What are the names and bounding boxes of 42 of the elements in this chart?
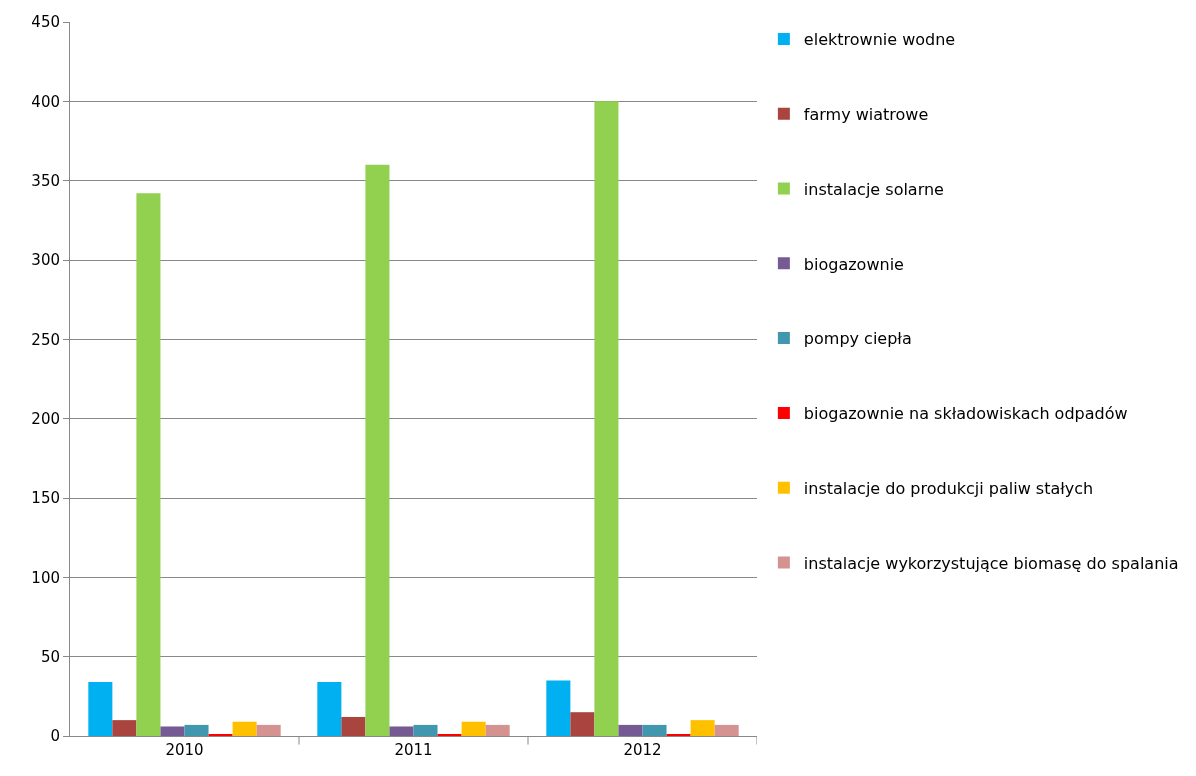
bar	[184, 724, 209, 736]
y-tick-label: 150	[31, 489, 60, 508]
bar	[256, 724, 281, 736]
y-tick-label: 400	[31, 92, 60, 111]
bar	[160, 726, 185, 736]
legend-label: farmy wiatrowe	[803, 104, 929, 124]
y-tick-label: 350	[31, 171, 60, 190]
bar	[485, 724, 510, 736]
bar	[317, 682, 342, 736]
legend-label: instalacje do produkcji paliw stałych	[803, 478, 1094, 498]
bar	[389, 726, 414, 736]
y-tick-label: 450	[31, 13, 60, 32]
x-tick-label: 2010	[165, 741, 204, 759]
legend-label: pompy ciepła	[803, 329, 912, 349]
bar	[112, 720, 137, 736]
y-tick-label: 200	[31, 409, 60, 428]
y-tick-label: 250	[31, 330, 60, 349]
bar	[594, 101, 619, 736]
bar	[88, 682, 113, 736]
bar	[365, 164, 390, 736]
y-tick-label: 300	[31, 251, 60, 270]
legend-label: instalacje wykorzystujące biomasę do spalania	[803, 553, 1179, 573]
y-tick-label: 100	[31, 568, 60, 587]
bar	[136, 193, 161, 736]
x-tick-label: 2012	[623, 741, 662, 759]
legend-label: instalacje solarne	[803, 179, 944, 199]
legend-label: elektrownie wodne	[803, 30, 956, 50]
y-tick-label: 50	[40, 647, 60, 666]
bar	[618, 724, 643, 736]
bar	[642, 724, 667, 736]
bar	[690, 720, 715, 736]
x-tick-label: 2011	[394, 741, 433, 759]
bar	[341, 716, 366, 736]
legend-label: biogazownie na składowiskach odpadów	[803, 404, 1128, 424]
bar	[413, 724, 438, 736]
bar	[461, 721, 486, 736]
y-tick-label: 0	[50, 727, 60, 746]
bar	[546, 680, 571, 736]
legend-label: biogazownie	[803, 254, 904, 274]
bar	[714, 724, 739, 736]
bar	[232, 721, 257, 736]
bar	[570, 712, 595, 736]
